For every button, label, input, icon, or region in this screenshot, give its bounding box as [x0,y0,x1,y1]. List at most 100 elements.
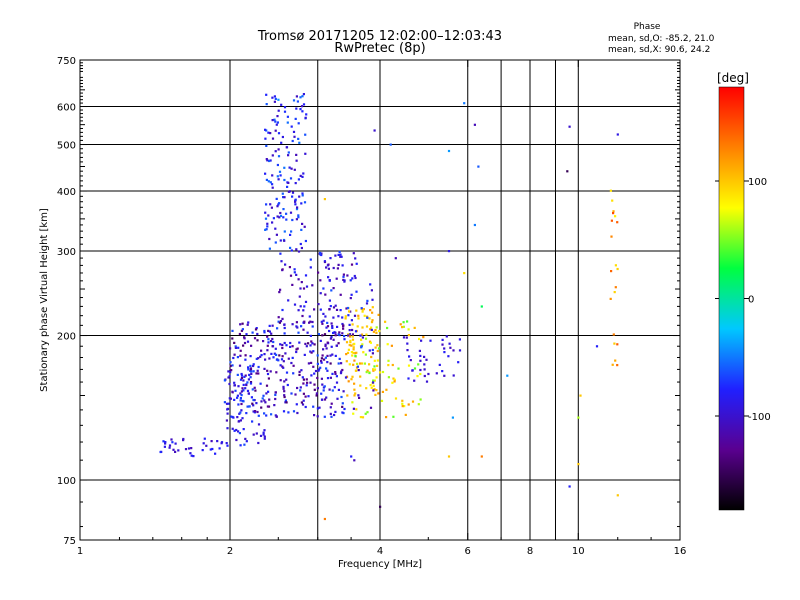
data-point [342,275,345,278]
y-tick-label: 600 [57,103,76,114]
data-point [239,323,242,326]
data-point [401,399,404,402]
data-point [352,363,355,366]
data-point [350,344,353,347]
data-point [357,369,360,372]
data-point [257,414,260,417]
data-point [250,396,253,399]
data-point [234,345,237,348]
data-point [612,333,615,336]
data-point [281,135,284,139]
data-point [275,123,278,126]
data-point [360,338,363,341]
data-point [332,338,335,341]
data-point [320,398,324,401]
data-point [361,416,365,419]
data-point [267,329,270,332]
data-point [369,341,372,344]
data-point [231,337,234,340]
data-point [286,185,289,188]
data-point [408,355,411,358]
data-point [323,517,326,521]
data-point [264,137,267,140]
data-point [359,334,362,337]
data-point [297,216,300,219]
data-point [353,382,356,385]
data-point [423,368,426,371]
data-point [255,402,258,405]
data-point [341,402,344,405]
data-point [334,304,337,307]
data-point [351,333,354,336]
data-point [278,202,281,205]
data-point [341,316,344,319]
data-point [283,326,286,330]
data-point [281,268,284,271]
data-point [614,264,617,267]
data-point [237,346,240,349]
data-point [473,123,476,126]
data-point [281,317,284,320]
data-point [163,445,166,448]
data-point [277,320,280,323]
data-point [330,289,333,292]
data-point [305,378,308,381]
data-point [279,239,282,242]
data-point [371,311,374,314]
data-point [425,380,429,383]
data-point [260,354,263,357]
colorbar-tick-label: -100 [748,412,771,423]
data-point [309,334,312,337]
data-point [354,392,357,395]
data-point [380,399,384,402]
data-point [264,217,268,220]
data-point [337,362,340,365]
data-point [301,95,304,98]
data-point [595,345,599,348]
data-point [404,413,407,416]
data-point [304,342,307,345]
data-point [272,340,275,344]
data-point [246,323,249,326]
data-point [275,353,278,356]
data-point [611,199,614,202]
data-point [275,415,278,418]
data-point [463,102,466,105]
data-point [365,333,368,336]
data-point [289,274,293,277]
data-point [370,355,373,359]
data-point [309,258,312,261]
data-point [409,359,412,362]
data-point [348,310,351,313]
data-point [184,448,188,451]
data-point [269,370,272,373]
data-point [447,355,450,358]
data-point [334,354,337,357]
data-point [288,190,291,193]
data-point [457,361,460,364]
data-point [343,407,346,411]
data-point [233,398,236,401]
data-point [413,367,417,370]
data-point [348,323,351,326]
data-point [244,354,247,357]
data-point [322,312,325,315]
data-point [376,344,379,347]
data-point [611,363,614,366]
data-point [252,363,255,366]
data-point [273,352,276,355]
data-point [330,335,333,338]
data-point [271,337,274,341]
data-point [351,277,354,280]
data-point [249,364,252,367]
data-point [387,359,390,362]
data-point [341,368,344,372]
stats-heading: Phase [634,22,661,32]
data-point [331,389,334,392]
data-point [302,328,305,331]
data-point [366,316,369,319]
data-point [279,252,282,255]
data-point [313,372,316,375]
data-point [345,307,348,310]
data-point [614,215,617,218]
